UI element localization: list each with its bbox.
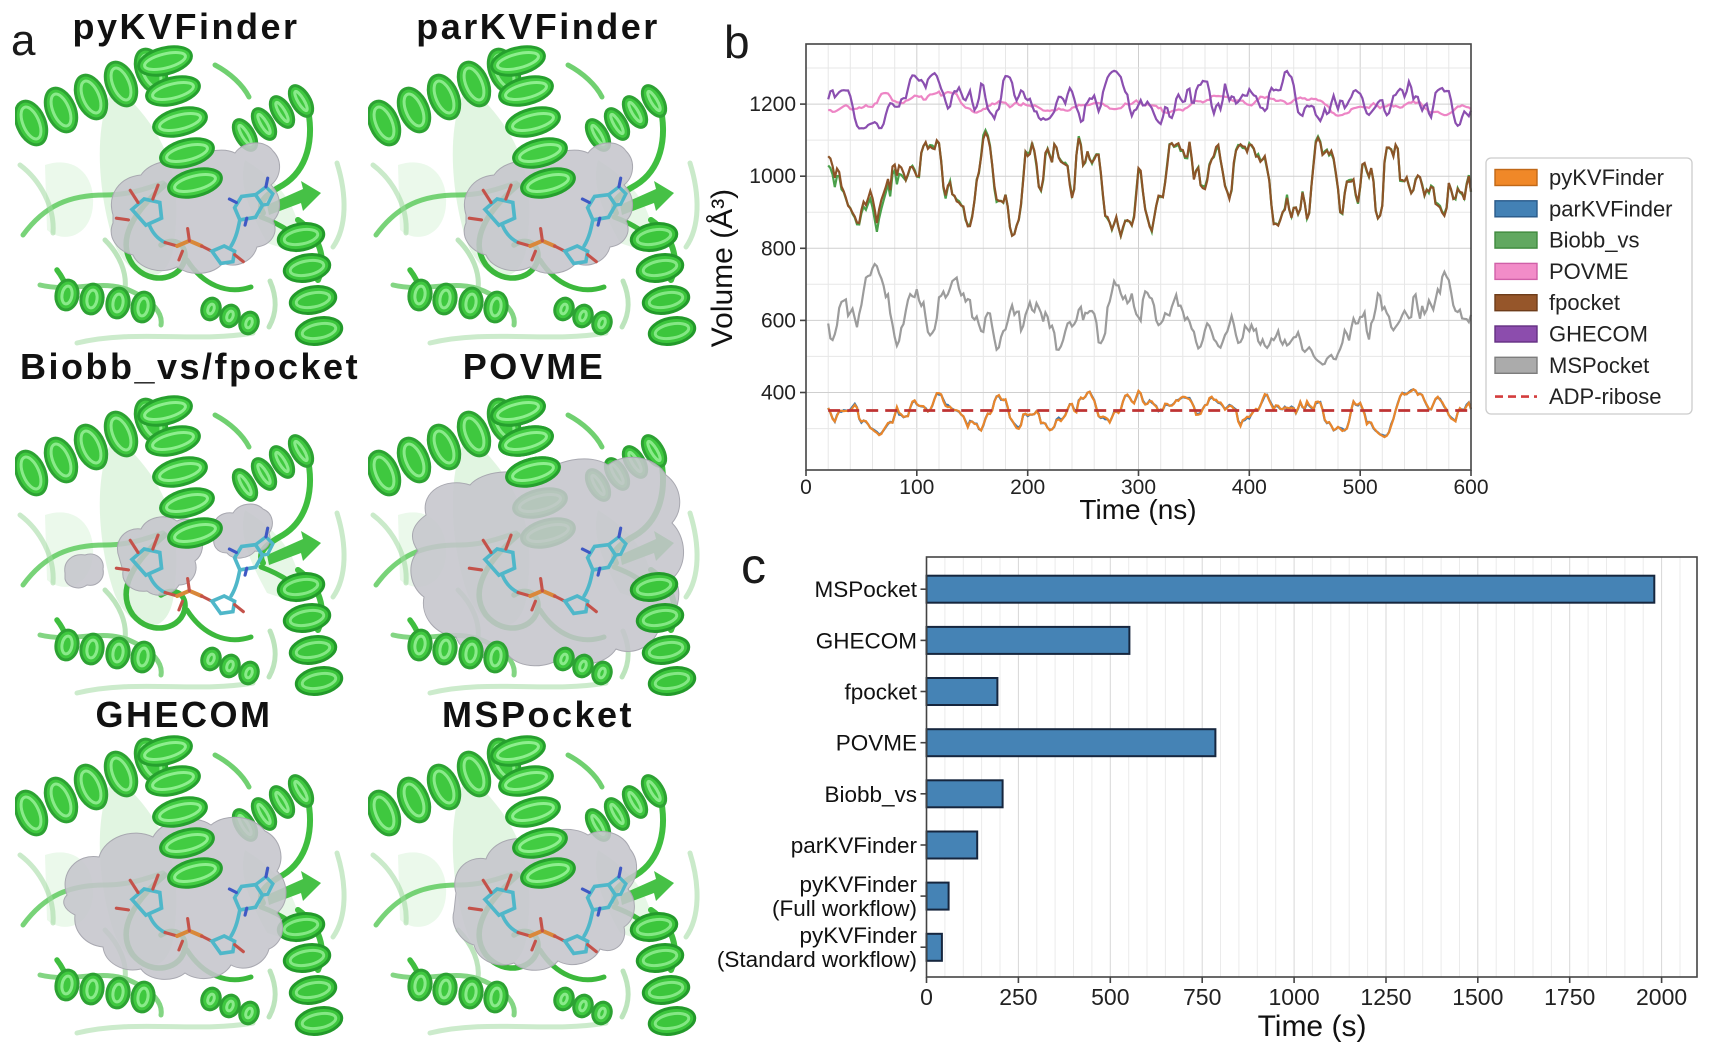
svg-text:500: 500 xyxy=(1091,984,1129,1010)
svg-text:a: a xyxy=(11,16,36,65)
svg-text:0: 0 xyxy=(920,984,933,1010)
svg-text:Biobb_vs: Biobb_vs xyxy=(824,782,917,807)
svg-text:Biobb_vs: Biobb_vs xyxy=(1549,228,1640,253)
svg-text:GHECOM: GHECOM xyxy=(1549,322,1648,347)
svg-text:2000: 2000 xyxy=(1636,984,1687,1010)
svg-text:600: 600 xyxy=(761,309,796,332)
svg-text:800: 800 xyxy=(761,237,796,260)
svg-text:400: 400 xyxy=(1232,476,1267,499)
svg-text:1500: 1500 xyxy=(1452,984,1503,1010)
svg-text:400: 400 xyxy=(761,382,796,405)
svg-text:600: 600 xyxy=(1453,476,1488,499)
svg-text:300: 300 xyxy=(1121,476,1156,499)
svg-text:Time (ns): Time (ns) xyxy=(1079,494,1196,525)
svg-text:pyKVFinder: pyKVFinder xyxy=(799,923,917,948)
svg-text:200: 200 xyxy=(1010,476,1045,499)
svg-text:0: 0 xyxy=(800,476,812,499)
svg-text:b: b xyxy=(724,16,750,68)
svg-text:1000: 1000 xyxy=(1269,984,1320,1010)
svg-text:250: 250 xyxy=(999,984,1037,1010)
svg-text:fpocket: fpocket xyxy=(1549,290,1620,315)
svg-text:500: 500 xyxy=(1343,476,1378,499)
svg-text:MSPocket: MSPocket xyxy=(814,577,917,602)
svg-text:pyKVFinder: pyKVFinder xyxy=(799,872,917,897)
svg-text:POVME: POVME xyxy=(836,731,917,756)
svg-text:1000: 1000 xyxy=(749,165,796,188)
svg-text:1200: 1200 xyxy=(749,93,796,116)
svg-text:Time (s): Time (s) xyxy=(1258,1010,1367,1043)
svg-text:POVME: POVME xyxy=(1549,259,1628,284)
svg-text:GHECOM: GHECOM xyxy=(816,628,917,653)
svg-text:parKVFinder: parKVFinder xyxy=(1549,196,1673,221)
svg-text:1750: 1750 xyxy=(1544,984,1595,1010)
svg-text:MSPocket: MSPocket xyxy=(1549,353,1649,378)
svg-text:parKVFinder: parKVFinder xyxy=(791,833,918,858)
svg-text:c: c xyxy=(741,538,766,594)
svg-text:(Full workflow): (Full workflow) xyxy=(772,896,917,921)
svg-text:pyKVFinder: pyKVFinder xyxy=(1549,165,1664,190)
svg-text:750: 750 xyxy=(1183,984,1221,1010)
svg-text:fpocket: fpocket xyxy=(844,680,917,705)
svg-text:100: 100 xyxy=(899,476,934,499)
svg-text:ADP-ribose: ADP-ribose xyxy=(1549,384,1661,409)
svg-text:1250: 1250 xyxy=(1360,984,1411,1010)
svg-text:(Standard workflow): (Standard workflow) xyxy=(717,947,917,972)
svg-text:Volume (Å³): Volume (Å³) xyxy=(706,189,739,347)
